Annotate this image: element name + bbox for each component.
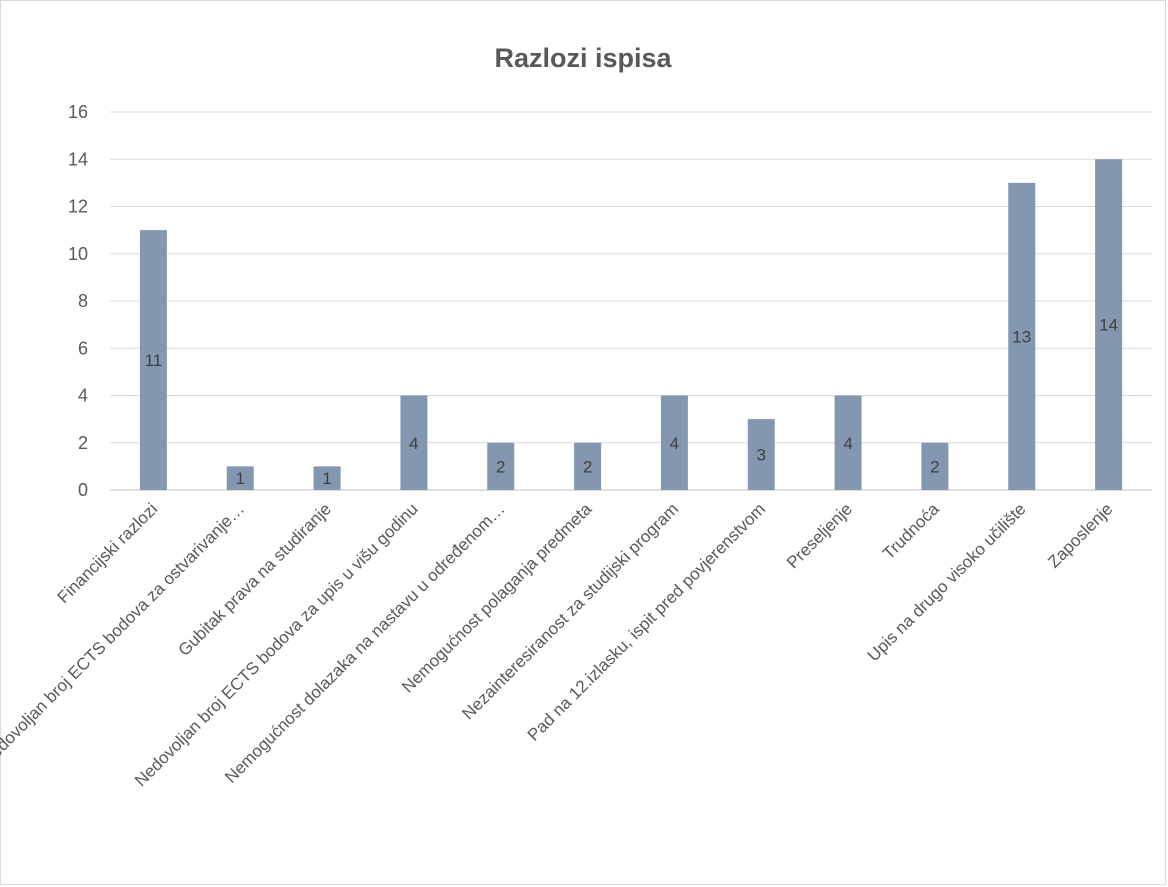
y-tick-label: 6 [78,338,88,358]
bar [660,395,688,490]
bar [139,230,167,490]
data-label: 2 [496,457,505,476]
y-tick-label: 14 [68,149,88,169]
x-tick-label: Preseljenje [783,499,856,572]
y-tick-label: 12 [68,197,88,217]
bar [574,442,602,490]
data-label: 4 [409,434,418,453]
bar [313,466,341,490]
bar [400,395,428,490]
data-label: 13 [1012,327,1031,346]
x-tick-label: Trudnoća [879,499,943,563]
y-tick-label: 4 [78,386,88,406]
bar [226,466,254,490]
x-tick-label: Gubitak prava na studiranje [174,499,334,659]
x-tick-label: Nemogućnost polaganja predmeta [398,499,596,697]
data-label: 1 [236,469,245,488]
bar [747,419,775,490]
data-label: 2 [583,457,592,476]
data-label: 4 [843,434,852,453]
bar [1008,182,1036,490]
y-tick-label: 0 [78,480,88,500]
bar [487,442,515,490]
bar [921,442,949,490]
x-tick-label: Zaposlenje [1044,499,1116,571]
chart-title: Razlozi ispisa [494,43,672,73]
y-tick-label: 8 [78,291,88,311]
data-label: 2 [930,457,939,476]
data-label: 11 [145,351,163,370]
x-tick-label: Upis na drugo visoko učilište [864,499,1030,665]
y-tick-label: 10 [68,244,88,264]
y-tick-label: 2 [78,433,88,453]
data-label: 14 [1099,316,1118,335]
y-tick-label: 16 [68,102,88,122]
x-tick-label: Nedovoljan broj ECTS bodova za upis u vi… [131,499,422,790]
bar [1095,159,1123,490]
data-label: 4 [670,434,679,453]
data-label: 3 [757,446,766,465]
data-label: 1 [322,469,331,488]
bar [834,395,862,490]
